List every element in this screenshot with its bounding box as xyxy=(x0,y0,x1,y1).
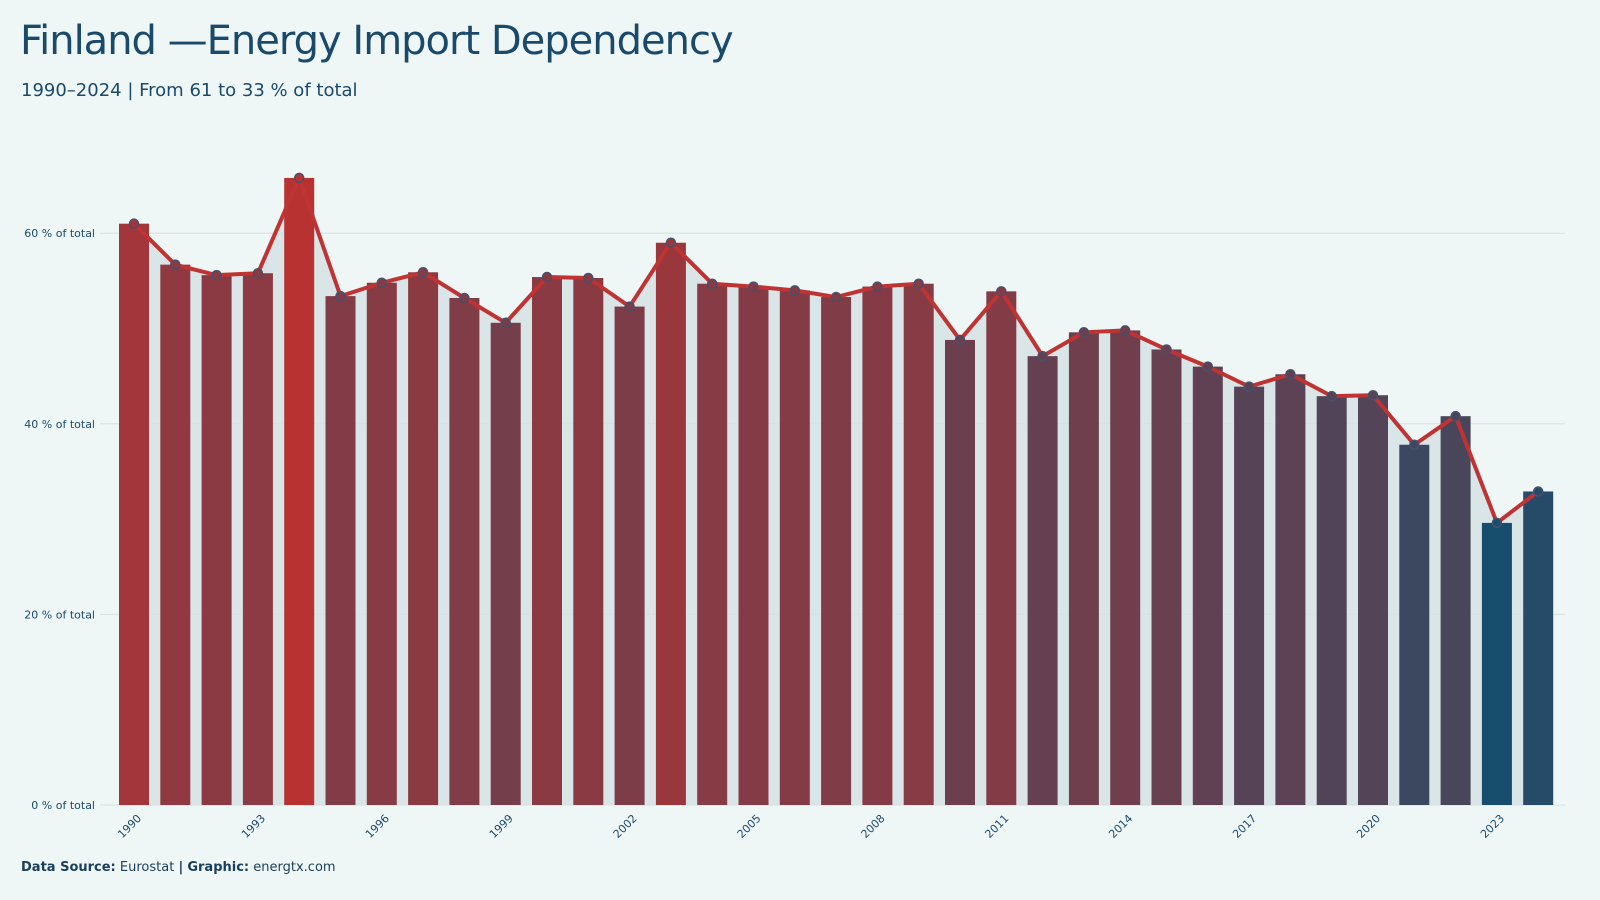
x-tick-label: 2005 xyxy=(735,812,764,841)
bar xyxy=(821,297,852,805)
bar xyxy=(408,272,439,805)
bar xyxy=(697,283,728,806)
x-tick-label: 2020 xyxy=(1354,812,1383,841)
bar xyxy=(945,339,975,805)
x-tick-label: 2023 xyxy=(1478,812,1507,841)
bar xyxy=(862,286,893,805)
data-point xyxy=(1161,344,1172,355)
data-point xyxy=(1119,325,1131,336)
bar xyxy=(1027,356,1058,805)
chart-title: Finland —Energy Import Dependency xyxy=(20,18,734,64)
bar xyxy=(1110,330,1141,805)
bar xyxy=(284,177,315,805)
graphic-value: energtx.com xyxy=(253,860,336,875)
data-point xyxy=(1367,389,1379,401)
y-tick-label: 40 % of total xyxy=(24,418,95,431)
data-point xyxy=(1409,439,1420,451)
data-point xyxy=(1491,517,1503,529)
y-tick-label: 60 % of total xyxy=(24,227,95,240)
data-point xyxy=(1532,486,1544,497)
data-point xyxy=(541,271,553,283)
data-point xyxy=(335,290,346,302)
data-point xyxy=(459,292,470,304)
bar xyxy=(201,275,232,806)
data-point xyxy=(500,317,511,329)
x-tick-label: 1999 xyxy=(487,812,516,841)
bar xyxy=(779,290,810,805)
data-point xyxy=(1078,327,1090,338)
bar xyxy=(1316,396,1347,805)
x-tick-label: 2014 xyxy=(1106,812,1135,841)
bar xyxy=(325,296,356,805)
source-value: Eurostat xyxy=(119,860,175,875)
bar xyxy=(573,277,604,806)
bar xyxy=(1234,386,1265,805)
bar xyxy=(532,277,562,806)
bar xyxy=(1068,332,1099,805)
bar xyxy=(119,223,149,806)
data-point xyxy=(1450,410,1461,422)
data-point xyxy=(665,237,677,248)
bar xyxy=(1151,349,1182,805)
bar xyxy=(738,286,769,805)
data-point xyxy=(748,281,759,292)
data-point xyxy=(1037,350,1048,362)
data-point xyxy=(211,269,222,281)
data-point xyxy=(1326,390,1337,402)
x-tick-label: 1993 xyxy=(239,812,268,841)
bar xyxy=(449,298,480,805)
x-tick-label: 1996 xyxy=(363,812,392,841)
bar xyxy=(614,306,645,805)
x-tick-label: 2017 xyxy=(1230,812,1259,841)
bar xyxy=(242,273,273,805)
bar xyxy=(1275,374,1306,805)
data-point xyxy=(624,301,635,312)
data-point xyxy=(789,285,801,296)
footer-separator: | xyxy=(178,860,184,875)
y-tick-label: 20 % of total xyxy=(24,608,95,621)
bar xyxy=(490,322,521,805)
data-point xyxy=(376,277,388,289)
data-point xyxy=(583,272,594,284)
bar xyxy=(160,264,191,805)
data-point xyxy=(1243,381,1255,392)
bar xyxy=(1523,491,1554,805)
data-point xyxy=(872,281,883,292)
bar xyxy=(1481,522,1512,805)
bar xyxy=(1192,366,1223,805)
graphic-label: Graphic: xyxy=(187,860,250,875)
data-point xyxy=(128,218,140,229)
y-tick-label: 0 % of total xyxy=(31,799,95,812)
data-point xyxy=(913,278,924,289)
source-label: Data Source: xyxy=(21,860,116,875)
chart-subtitle: 1990–2024 | From 61 to 33 % of total xyxy=(21,80,358,101)
x-tick-label: 2008 xyxy=(859,812,888,841)
bar xyxy=(366,282,397,806)
x-tick-label: 2002 xyxy=(611,812,640,841)
data-point xyxy=(1285,368,1296,380)
bar xyxy=(986,291,1017,805)
data-point xyxy=(417,267,429,278)
x-tick-label: 1990 xyxy=(115,812,144,841)
data-point xyxy=(996,286,1007,297)
bar xyxy=(903,283,934,806)
data-point xyxy=(830,291,842,303)
data-point xyxy=(1202,361,1214,372)
footer-credits: Data Source: Eurostat | Graphic: energtx… xyxy=(21,860,336,875)
data-point xyxy=(170,259,181,270)
bar xyxy=(655,242,686,806)
data-point xyxy=(706,278,718,289)
bar xyxy=(1358,395,1388,805)
data-point xyxy=(954,334,966,346)
data-point xyxy=(252,267,264,279)
bar xyxy=(1399,444,1430,805)
data-point xyxy=(293,172,305,184)
x-tick-label: 2011 xyxy=(982,812,1011,841)
bar xyxy=(1440,416,1471,805)
